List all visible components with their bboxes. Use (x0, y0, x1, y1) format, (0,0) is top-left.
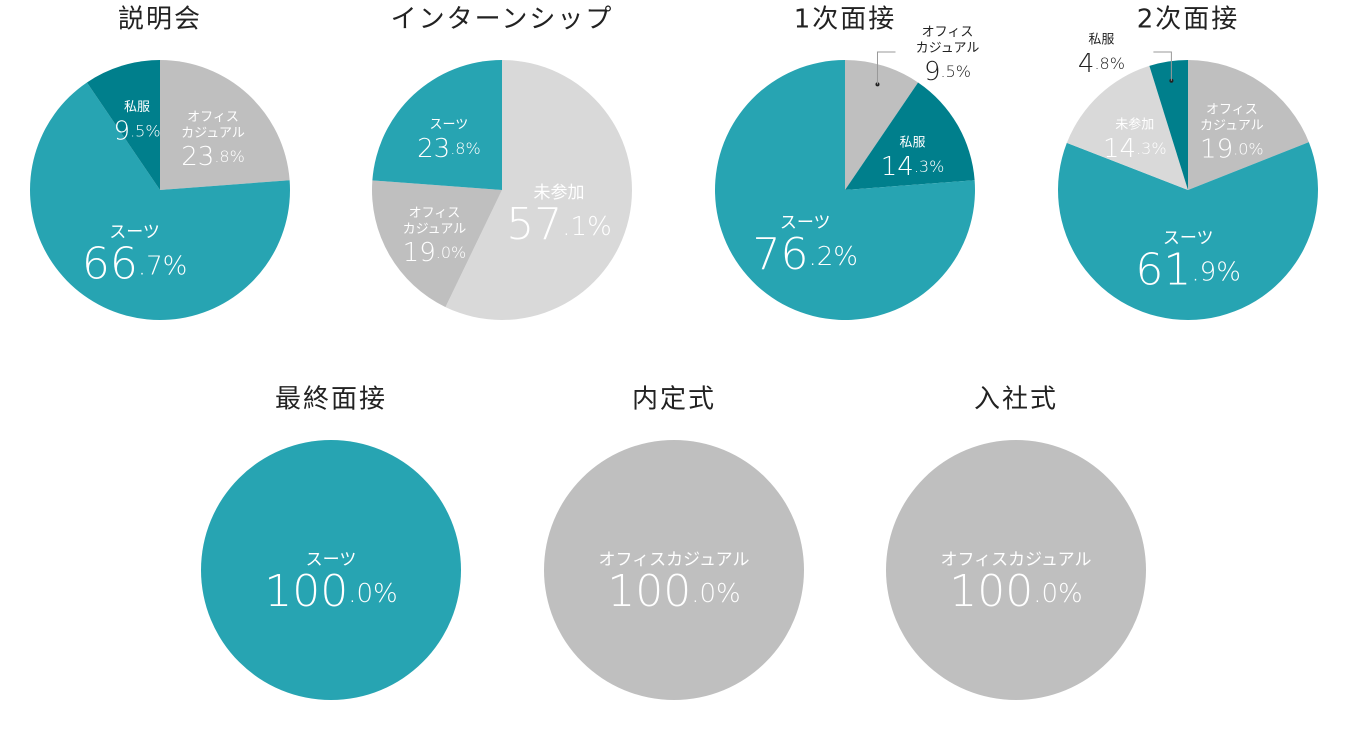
value-label: 66.7% (82, 239, 188, 290)
value-label: 14.3% (1103, 133, 1167, 163)
slice-label: 未参加 (534, 183, 585, 203)
slice-label: オフィスカジュアル (1200, 102, 1264, 133)
slice-label: 未参加 (1115, 116, 1154, 132)
value-label: 57.1% (506, 199, 612, 250)
pie-slice (1058, 142, 1319, 321)
slice-label: オフィスカジュアル (403, 206, 467, 237)
leader-line (1153, 51, 1172, 81)
chart-title: 入社式 (974, 385, 1058, 415)
value-label: 4.8% (1078, 49, 1125, 79)
slice-label: スーツ (1163, 228, 1214, 248)
value-label: 100.0% (264, 566, 398, 617)
slice-label: オフィスカジュアル (181, 109, 245, 140)
pie-slice (445, 60, 632, 320)
slice-label: 私服 (1088, 33, 1114, 48)
pie-slice (1188, 60, 1309, 190)
slice-label: スーツ (306, 550, 357, 570)
chart-title: インターンシップ (391, 5, 614, 35)
slice-label: オフィスカジュアル (599, 550, 750, 570)
chart-title: 説明会 (118, 5, 202, 35)
pie-slice (86, 60, 160, 190)
value-label: 9.5% (924, 57, 971, 87)
pie-slice (886, 440, 1146, 700)
pie-slice (845, 82, 975, 190)
pie-slice (544, 440, 804, 700)
slice-label: 私服 (900, 135, 926, 150)
leader-line (876, 51, 896, 85)
value-label: 100.0% (607, 566, 741, 617)
value-label: 23.8% (417, 133, 481, 163)
slice-label: オフィスカジュアル (916, 25, 980, 56)
value-label: 14.3% (881, 151, 945, 181)
slice-label: スーツ (109, 223, 160, 243)
pie-slice (1149, 60, 1188, 190)
pie-slice (201, 440, 461, 700)
value-label: 61.9% (1135, 244, 1241, 295)
value-label: 100.0% (949, 566, 1083, 617)
pie-slice (372, 180, 502, 308)
pie-slice (714, 60, 975, 320)
value-label: 19.0% (1200, 134, 1264, 164)
pie-slice (160, 60, 290, 190)
value-label: 76.2% (752, 229, 858, 280)
chart-title: 内定式 (632, 385, 716, 415)
chart-title: 1次面接 (794, 5, 897, 35)
slice-label: スーツ (780, 213, 831, 233)
slice-label: オフィスカジュアル (941, 550, 1092, 570)
chart-title: 2次面接 (1137, 5, 1240, 35)
pie-slice (30, 82, 290, 320)
pie-slice (845, 60, 919, 190)
pie-slice (1066, 65, 1188, 190)
slice-label: スーツ (430, 117, 469, 132)
slice-label: 私服 (124, 100, 150, 115)
value-label: 19.0% (403, 238, 467, 268)
value-label: 23.8% (181, 141, 245, 171)
pie-slice (372, 60, 502, 190)
value-label: 9.5% (114, 116, 161, 146)
chart-title: 最終面接 (275, 385, 387, 415)
